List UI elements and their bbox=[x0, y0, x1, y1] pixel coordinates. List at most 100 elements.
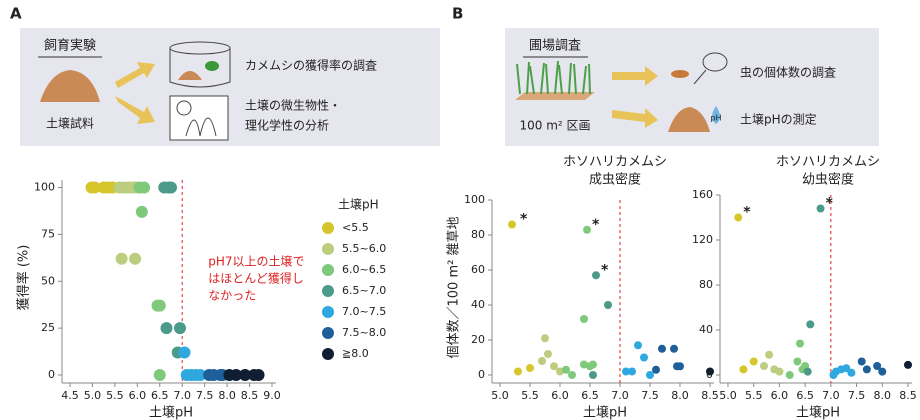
point bbox=[194, 369, 207, 381]
point bbox=[775, 367, 784, 376]
y-tick-label: 120 bbox=[692, 233, 713, 246]
point bbox=[153, 299, 166, 312]
analysis-icon bbox=[185, 117, 217, 137]
point bbox=[173, 322, 186, 335]
x-tick-label: 5.5 bbox=[106, 389, 124, 402]
point bbox=[115, 252, 128, 265]
point bbox=[806, 320, 815, 329]
soil bbox=[178, 71, 202, 80]
y-axis-label: 個体数／100 m² 雑草地 bbox=[446, 217, 462, 359]
point bbox=[793, 357, 802, 366]
point bbox=[862, 365, 871, 374]
point bbox=[749, 357, 758, 366]
point bbox=[796, 339, 804, 348]
y-tick-label: 60 bbox=[471, 263, 485, 276]
point bbox=[556, 367, 564, 376]
annotation: * bbox=[601, 262, 609, 278]
point bbox=[847, 368, 856, 377]
point bbox=[634, 341, 642, 350]
diagram-text: 虫の個体数の調査 bbox=[740, 65, 836, 80]
cage bbox=[169, 48, 231, 88]
point bbox=[628, 367, 636, 376]
point bbox=[526, 364, 534, 372]
y-tick-label: 40 bbox=[471, 298, 485, 311]
y-tick-label: 100 bbox=[464, 193, 485, 206]
x-tick-label: 8.5 bbox=[899, 389, 917, 402]
net bbox=[702, 52, 728, 72]
point bbox=[604, 301, 612, 309]
x-tick-label: 6.0 bbox=[771, 389, 789, 402]
legend-label: 7.5~8.0 bbox=[342, 326, 386, 339]
x-tick-label: 6.0 bbox=[129, 389, 147, 402]
point bbox=[550, 362, 558, 371]
diagram-text: 土壌pHの測定 bbox=[740, 112, 817, 127]
point bbox=[592, 271, 600, 280]
y-tick-label: 0 bbox=[478, 368, 485, 381]
point bbox=[580, 315, 588, 323]
legend-swatch bbox=[322, 243, 334, 255]
annotation: * bbox=[826, 196, 834, 212]
x-tick-label: 5.5 bbox=[521, 389, 539, 402]
x-axis-label: 土壌pH bbox=[583, 406, 627, 420]
legend-label: <5.5 bbox=[342, 221, 369, 234]
diagram-text: 理化学性の分析 bbox=[245, 118, 329, 133]
arrow bbox=[115, 96, 155, 124]
point bbox=[514, 367, 522, 376]
drop bbox=[712, 106, 720, 124]
x-tick-label: 5.0 bbox=[84, 389, 102, 402]
x-tick-label: 5.0 bbox=[491, 389, 509, 402]
point bbox=[760, 362, 768, 370]
y-axis-label: 獲得率 (%) bbox=[16, 245, 32, 311]
legend-label: 6.0~6.5 bbox=[342, 263, 386, 276]
panel-label: A bbox=[10, 5, 22, 23]
point bbox=[165, 181, 177, 194]
note: はほとんど獲得し bbox=[208, 271, 304, 286]
arrow bbox=[612, 108, 658, 128]
x-tick-label: 5.5 bbox=[745, 389, 763, 402]
note: なかった bbox=[208, 289, 256, 303]
legend-swatch bbox=[322, 327, 334, 339]
annotation: * bbox=[592, 217, 600, 233]
x-tick-label: 5.0 bbox=[719, 389, 737, 402]
point bbox=[589, 360, 597, 369]
point bbox=[878, 367, 887, 376]
x-axis-label: 土壌pH bbox=[796, 406, 840, 420]
x-tick-label: 7.5 bbox=[848, 389, 866, 402]
net bbox=[693, 69, 707, 85]
y-tick-label: 0 bbox=[48, 368, 55, 381]
diagram-title: 飼育実験 bbox=[44, 38, 96, 54]
x-tick-label: 6.5 bbox=[581, 389, 599, 402]
annotation: * bbox=[520, 212, 528, 228]
x-tick-label: 7.0 bbox=[822, 389, 840, 402]
point bbox=[857, 357, 866, 366]
point bbox=[816, 204, 825, 213]
y-tick-label: 20 bbox=[471, 333, 485, 346]
point bbox=[508, 220, 516, 229]
point bbox=[230, 369, 243, 381]
diagram-title: 圃場調査 bbox=[529, 39, 581, 54]
point bbox=[153, 369, 166, 381]
x-tick-label: 6.0 bbox=[551, 389, 569, 402]
legend-label: 5.5~6.0 bbox=[342, 242, 386, 255]
soil bbox=[40, 70, 100, 102]
point bbox=[739, 365, 748, 374]
y-tick-label: 75 bbox=[41, 227, 55, 240]
legend-label: 7.0~7.5 bbox=[342, 305, 386, 318]
chart-title: 幼虫密度 bbox=[802, 172, 854, 188]
point bbox=[842, 364, 851, 373]
point bbox=[640, 353, 648, 362]
point bbox=[544, 350, 552, 358]
point bbox=[646, 371, 654, 379]
point bbox=[129, 252, 142, 265]
analysis-icon bbox=[176, 100, 192, 116]
diagram-text: カメムシの獲得率の調査 bbox=[245, 58, 377, 73]
x-tick-label: 7.0 bbox=[611, 389, 629, 402]
point bbox=[765, 350, 774, 359]
x-tick-label: 7.0 bbox=[173, 389, 191, 402]
y-tick-label: 160 bbox=[692, 188, 713, 201]
x-tick-label: 7.5 bbox=[641, 389, 659, 402]
x-tick-label: 4.5 bbox=[61, 389, 79, 402]
drop-label: pH bbox=[710, 114, 721, 123]
point bbox=[88, 181, 101, 194]
point bbox=[803, 367, 812, 376]
